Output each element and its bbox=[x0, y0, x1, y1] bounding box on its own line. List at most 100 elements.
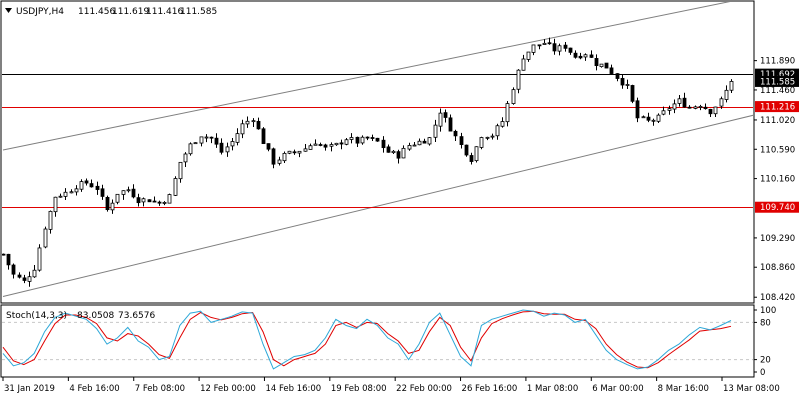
channel-line-2[interactable] bbox=[2, 113, 761, 298]
price-tick-label: 110.590 bbox=[760, 145, 795, 155]
candle bbox=[641, 115, 646, 119]
low-value: 111.416 bbox=[146, 7, 183, 17]
candle bbox=[48, 210, 53, 234]
candle bbox=[183, 152, 188, 167]
stoch-levels bbox=[2, 321, 753, 361]
candle-body bbox=[427, 137, 432, 145]
candle-body bbox=[251, 120, 256, 123]
candle-body bbox=[599, 63, 604, 68]
time-tick-label: 8 Mar 16:00 bbox=[658, 384, 709, 394]
candle bbox=[277, 156, 282, 166]
candle-body bbox=[214, 137, 219, 145]
candle-body bbox=[157, 201, 162, 204]
candle bbox=[199, 136, 204, 147]
candle bbox=[141, 197, 146, 207]
candle bbox=[635, 97, 640, 123]
stoch-tick-label: 0 bbox=[760, 368, 765, 378]
candle-body bbox=[297, 150, 302, 154]
candle bbox=[474, 146, 479, 163]
candle-body bbox=[438, 112, 443, 127]
candle-body bbox=[620, 77, 625, 86]
candle-body bbox=[32, 269, 37, 278]
stoch-signal-line bbox=[2, 310, 732, 369]
candle bbox=[433, 119, 438, 143]
candle bbox=[266, 143, 271, 152]
candle bbox=[230, 138, 235, 151]
candle-body bbox=[204, 136, 209, 139]
candle bbox=[131, 184, 136, 199]
candle bbox=[105, 195, 110, 212]
collapse-triangle-icon[interactable] bbox=[5, 8, 12, 13]
candle bbox=[69, 189, 74, 194]
candle bbox=[599, 63, 604, 68]
time-tick-label: 12 Feb 00:00 bbox=[200, 384, 256, 394]
candle-body bbox=[537, 44, 542, 47]
candle-body bbox=[526, 51, 531, 60]
price-tick-label: 108.860 bbox=[760, 263, 795, 273]
candle bbox=[682, 92, 687, 108]
candle bbox=[516, 69, 521, 94]
candle bbox=[375, 137, 380, 142]
candle bbox=[360, 135, 365, 145]
candle-body bbox=[126, 189, 131, 192]
candle bbox=[334, 142, 339, 146]
candle bbox=[438, 108, 443, 132]
candle bbox=[651, 118, 656, 126]
open-value: 111.456 bbox=[78, 7, 115, 17]
candle-body bbox=[287, 150, 292, 154]
time-tick-label: 14 Feb 16:00 bbox=[265, 384, 321, 394]
level-109.740-label: 109.740 bbox=[760, 203, 795, 213]
stoch-main-line bbox=[2, 309, 732, 370]
candle-body bbox=[417, 140, 422, 146]
candle-body bbox=[448, 117, 453, 132]
candle-body bbox=[583, 54, 588, 58]
candle-body bbox=[563, 44, 568, 49]
candle-body bbox=[505, 103, 510, 123]
candle bbox=[344, 137, 349, 146]
candle bbox=[271, 147, 276, 169]
candle-body bbox=[459, 136, 464, 145]
candle-body bbox=[594, 58, 599, 67]
candle bbox=[521, 54, 526, 71]
candle bbox=[84, 178, 89, 186]
candle bbox=[386, 144, 391, 153]
candle bbox=[297, 150, 302, 158]
candle bbox=[505, 101, 510, 127]
candle-body bbox=[209, 136, 214, 139]
candle-body bbox=[58, 195, 63, 198]
channel-line-1[interactable] bbox=[2, 0, 761, 151]
candle-body bbox=[173, 178, 178, 196]
candle bbox=[526, 51, 531, 62]
candle-body bbox=[261, 128, 266, 145]
stoch-label: Stoch(14,3,3) bbox=[6, 311, 67, 321]
candle bbox=[256, 117, 261, 130]
candle bbox=[89, 179, 94, 188]
candle-body bbox=[479, 137, 484, 148]
candle-body bbox=[433, 124, 438, 138]
candle bbox=[178, 161, 183, 183]
candle-body bbox=[360, 136, 365, 144]
candle-body bbox=[635, 100, 640, 119]
candle-body bbox=[37, 247, 42, 271]
candle-body bbox=[646, 116, 651, 121]
candle-body bbox=[474, 146, 479, 162]
candle-body bbox=[568, 47, 573, 53]
candle-body bbox=[22, 277, 27, 281]
candle bbox=[95, 181, 100, 195]
candle bbox=[287, 150, 292, 155]
candle bbox=[511, 87, 516, 105]
candle-body bbox=[495, 125, 500, 137]
level-111.216-label: 111.216 bbox=[760, 103, 795, 113]
time-tick-label: 22 Feb 00:00 bbox=[396, 384, 452, 394]
candle bbox=[422, 138, 427, 144]
candle bbox=[620, 74, 625, 89]
candle-body bbox=[79, 181, 84, 190]
candle bbox=[173, 176, 178, 196]
candle bbox=[412, 141, 417, 147]
candle-body bbox=[100, 188, 105, 197]
candle bbox=[204, 134, 209, 143]
candle-body bbox=[422, 140, 427, 144]
candle bbox=[604, 62, 609, 69]
price-header: USDJPY,H4 111.456 111.619 111.416 111.58… bbox=[5, 7, 217, 17]
